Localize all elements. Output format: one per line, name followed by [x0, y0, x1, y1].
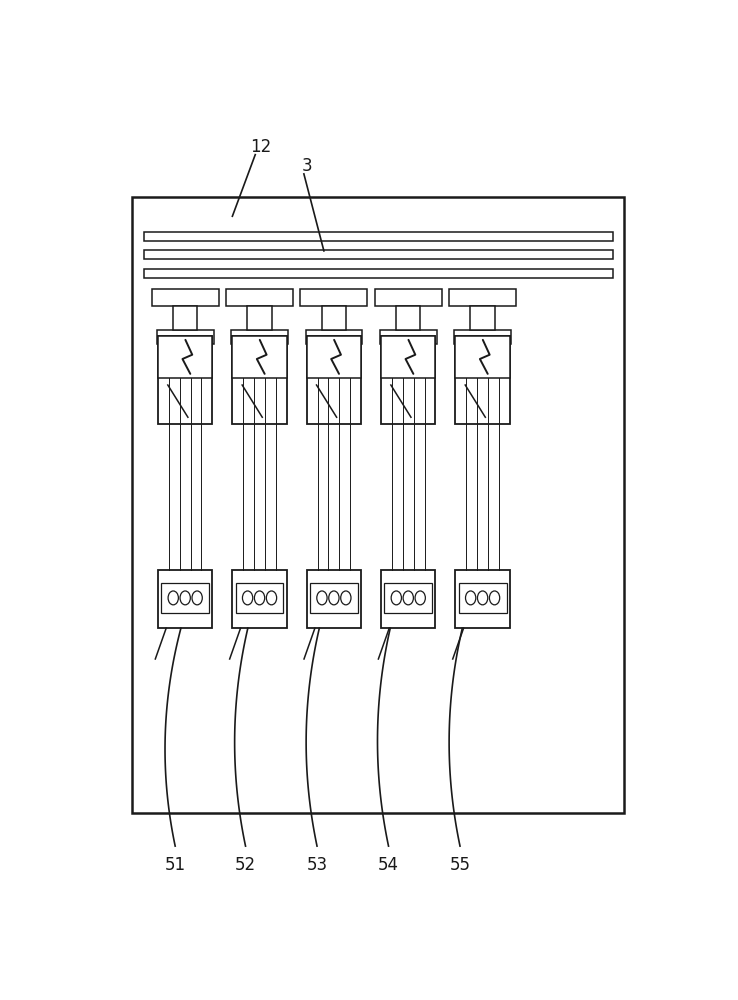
- Circle shape: [391, 591, 401, 605]
- Bar: [247, 306, 272, 330]
- Bar: [396, 306, 421, 330]
- Circle shape: [466, 591, 476, 605]
- Text: 55: 55: [449, 856, 471, 874]
- Bar: [455, 336, 510, 378]
- Bar: [322, 306, 346, 330]
- Circle shape: [328, 591, 339, 605]
- Text: 3: 3: [301, 157, 312, 175]
- Bar: [144, 269, 613, 278]
- Text: 53: 53: [306, 856, 328, 874]
- Text: 51: 51: [165, 856, 186, 874]
- Circle shape: [168, 591, 179, 605]
- Bar: [132, 197, 624, 813]
- Bar: [158, 336, 213, 378]
- Bar: [380, 330, 437, 344]
- Bar: [307, 570, 361, 628]
- Bar: [231, 330, 288, 344]
- Circle shape: [489, 591, 500, 605]
- Text: 54: 54: [378, 856, 399, 874]
- Bar: [232, 570, 286, 628]
- Circle shape: [415, 591, 425, 605]
- Bar: [455, 570, 510, 628]
- Bar: [232, 336, 286, 378]
- Bar: [375, 289, 442, 306]
- Bar: [158, 570, 213, 628]
- Bar: [152, 289, 218, 306]
- Bar: [459, 583, 506, 613]
- Bar: [232, 336, 286, 424]
- Bar: [449, 289, 516, 306]
- Bar: [235, 583, 283, 613]
- Bar: [381, 336, 435, 424]
- Circle shape: [317, 591, 327, 605]
- Circle shape: [180, 591, 190, 605]
- Bar: [144, 232, 613, 241]
- Bar: [226, 289, 293, 306]
- Circle shape: [243, 591, 252, 605]
- Text: 52: 52: [235, 856, 256, 874]
- Bar: [381, 570, 435, 628]
- Bar: [455, 336, 510, 424]
- Bar: [144, 250, 613, 259]
- Text: 12: 12: [250, 138, 272, 156]
- Bar: [173, 306, 198, 330]
- Circle shape: [192, 591, 202, 605]
- Circle shape: [266, 591, 277, 605]
- Circle shape: [403, 591, 413, 605]
- Bar: [310, 583, 358, 613]
- Bar: [384, 583, 432, 613]
- Circle shape: [255, 591, 265, 605]
- Bar: [307, 336, 361, 424]
- Bar: [157, 330, 213, 344]
- Bar: [158, 336, 213, 424]
- Bar: [300, 289, 368, 306]
- Bar: [306, 330, 362, 344]
- Circle shape: [341, 591, 351, 605]
- Bar: [455, 330, 511, 344]
- Bar: [470, 306, 495, 330]
- Bar: [162, 583, 209, 613]
- Bar: [307, 336, 361, 378]
- Bar: [381, 336, 435, 378]
- Circle shape: [477, 591, 488, 605]
